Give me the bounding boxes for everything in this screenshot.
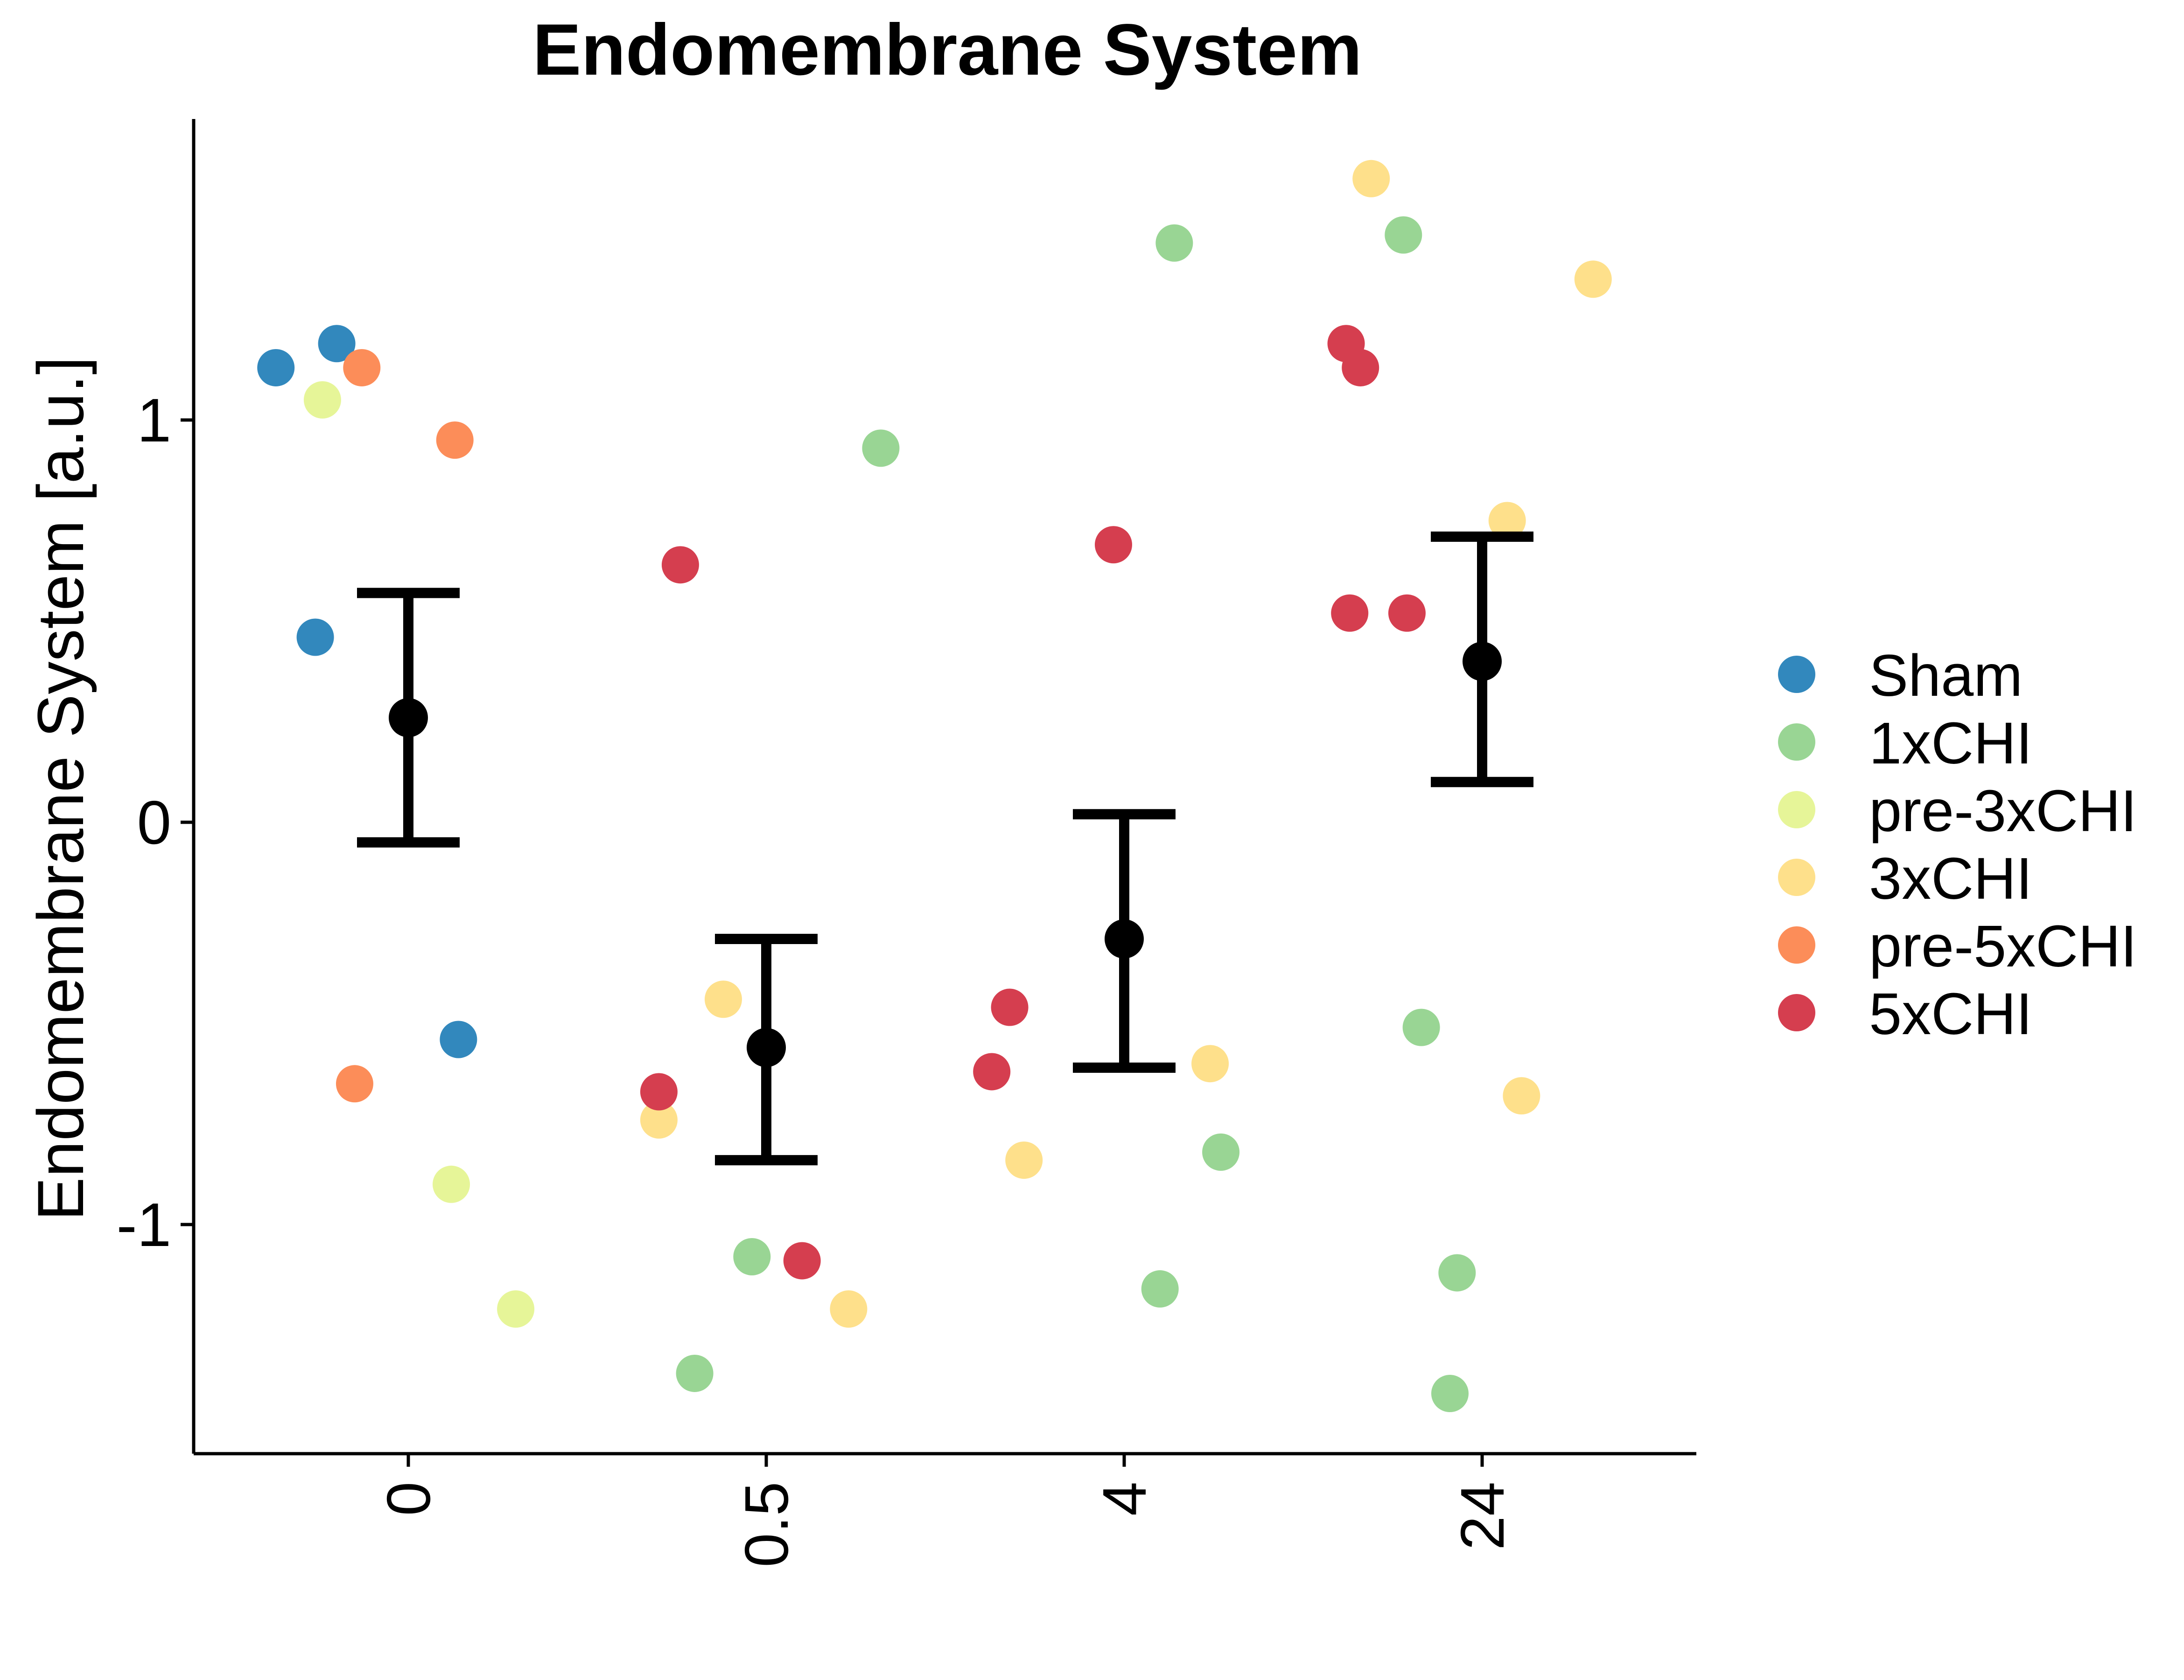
data-point-1xCHI [676,1354,714,1392]
data-point-1xCHI [733,1238,771,1275]
data-point-5xCHI [991,988,1029,1026]
data-point-1xCHI [1155,224,1193,262]
legend-key [1778,656,1815,693]
legend-label: 5xCHI [1869,981,2032,1047]
data-point-5xCHI [1342,349,1379,386]
data-point-5xCHI [1094,526,1132,564]
data-point-5xCHI [661,546,699,584]
chart-title: Endomembrane System [532,9,1362,91]
data-point-5xCHI [973,1053,1011,1091]
legend-key [1778,723,1815,761]
mean-point [1463,642,1502,681]
data-point-3xCHI [1352,160,1390,197]
plot-area [257,160,1612,1413]
y-tick-label: -1 [117,1190,171,1259]
legend-label: pre-3xCHI [1869,778,2137,844]
data-point-5xCHI [1331,594,1369,632]
data-point-5xCHI [783,1242,821,1280]
data-point-3xCHI [1488,502,1526,539]
data-point-pre-5xCHI [336,1065,373,1103]
data-point-Sham [440,1021,477,1058]
data-point-3xCHI [1005,1141,1043,1179]
data-point-Sham [318,325,356,363]
y-tick-label: 0 [137,788,171,857]
data-point-Sham [296,618,334,656]
data-point-3xCHI [704,980,742,1018]
legend-key [1778,994,1815,1031]
data-point-pre-3xCHI [497,1290,535,1328]
data-point-1xCHI [1438,1254,1476,1292]
y-axis-label: Endomembrane System [a.u.] [24,357,97,1221]
data-point-pre-3xCHI [303,381,341,419]
axes: -1 0 1 0 0.5 4 24 [117,119,1696,1568]
data-point-1xCHI [1202,1133,1240,1171]
x-tick-label: 0 [374,1482,443,1516]
data-point-1xCHI [1385,216,1422,254]
data-point-pre-5xCHI [436,421,474,459]
legend-label: pre-5xCHI [1869,913,2137,979]
data-point-5xCHI [1388,594,1426,632]
data-point-Sham [257,349,295,386]
mean-point [389,698,428,737]
legend-key [1778,859,1815,896]
legend-key [1778,926,1815,964]
legend-label: Sham [1869,643,2023,708]
data-point-3xCHI [1503,1077,1540,1115]
data-point-1xCHI [1402,1008,1440,1046]
x-tick-label: 0.5 [732,1482,801,1568]
data-point-1xCHI [1431,1375,1469,1413]
data-point-3xCHI [1574,260,1612,298]
data-point-5xCHI [640,1073,678,1111]
data-point-1xCHI [1141,1270,1179,1308]
mean-point [747,1028,786,1067]
mean-point [1105,919,1144,959]
x-tick-label: 4 [1090,1482,1159,1516]
data-point-1xCHI [862,429,900,467]
legend-label: 3xCHI [1869,846,2032,911]
data-point-pre-5xCHI [343,349,381,386]
x-tick-label: 24 [1448,1482,1517,1550]
legend-label: 1xCHI [1869,710,2032,776]
data-point-pre-3xCHI [433,1165,470,1203]
y-tick-label: 1 [137,386,171,455]
legend-key [1778,791,1815,828]
data-point-3xCHI [830,1290,868,1328]
data-point-3xCHI [1191,1045,1229,1083]
data-point-3xCHI [640,1101,678,1139]
